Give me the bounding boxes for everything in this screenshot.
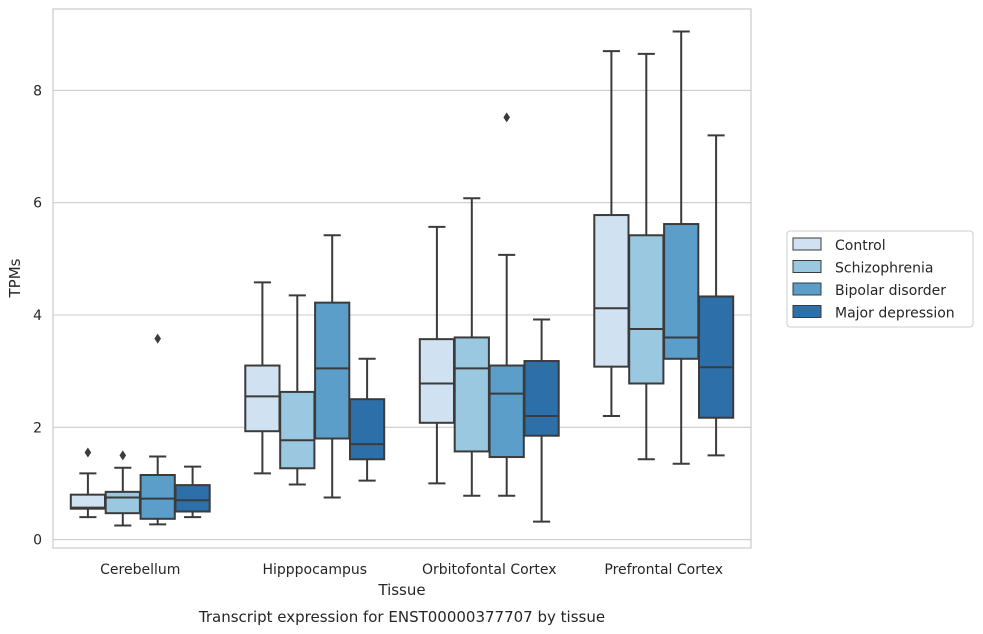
y-tick-label: 2 xyxy=(33,420,42,436)
x-tick-label: Hipppocampus xyxy=(262,562,367,578)
box-iqr xyxy=(244,364,281,433)
box-iqr xyxy=(139,474,176,520)
outlier-point xyxy=(119,450,127,461)
box-1-1 xyxy=(279,294,316,486)
x-tick-label: Prefrontal Cortex xyxy=(604,562,723,578)
y-tick-label: 0 xyxy=(33,533,42,549)
legend-swatch xyxy=(792,305,822,318)
box-iqr xyxy=(314,301,351,440)
box-1-3 xyxy=(348,357,386,482)
box-iqr xyxy=(697,295,735,419)
box-2-2 xyxy=(488,112,525,497)
box-3-1 xyxy=(628,52,665,461)
y-tick-label: 4 xyxy=(33,308,42,324)
outlier-point xyxy=(84,447,92,458)
legend-label: Control xyxy=(835,238,886,254)
legend-label: Major depression xyxy=(835,306,955,322)
legend-swatch xyxy=(792,260,822,273)
box-iqr xyxy=(348,398,386,461)
x-tick-labels: Cerebellum Hipppocampus Orbitofontal Corte… xyxy=(100,562,723,578)
legend-label: Bipolar disorder xyxy=(835,283,946,299)
box-iqr xyxy=(104,490,141,515)
y-tick-labels: 0 2 4 6 8 xyxy=(33,83,42,548)
box-3-0 xyxy=(593,50,630,418)
boxes xyxy=(69,30,735,527)
box-0-0 xyxy=(69,447,107,519)
box-0-3 xyxy=(174,465,211,519)
x-axis-label: Tissue xyxy=(377,581,425,599)
legend-label: Schizophrenia xyxy=(835,261,933,277)
box-3-2 xyxy=(663,30,700,465)
outlier-point xyxy=(503,112,510,123)
box-iqr xyxy=(593,214,630,368)
outlier-point xyxy=(154,333,161,344)
chart-caption: Transcript expression for ENST0000037770… xyxy=(198,608,605,626)
box-iqr xyxy=(628,234,665,385)
box-0-1 xyxy=(104,450,141,527)
plot-frame xyxy=(52,8,752,549)
y-axis-label: TPMs xyxy=(6,258,24,298)
box-2-1 xyxy=(453,197,490,497)
y-tick-label: 6 xyxy=(33,196,42,212)
legend-items: Control Schizophrenia Bipolar disorder Majo… xyxy=(792,237,955,322)
box-iqr xyxy=(488,364,525,459)
legend-frame xyxy=(786,230,974,328)
box-iqr xyxy=(523,360,560,437)
gridlines xyxy=(53,89,751,541)
box-iqr xyxy=(279,390,316,470)
box-iqr xyxy=(174,484,211,513)
box-iqr xyxy=(663,223,700,360)
box-3-3 xyxy=(697,134,735,457)
box-iqr xyxy=(453,336,490,453)
legend-swatch xyxy=(792,282,822,296)
box-1-0 xyxy=(244,281,281,475)
box-2-0 xyxy=(418,225,456,485)
x-tick-label: Cerebellum xyxy=(100,562,180,578)
y-tick-label: 8 xyxy=(33,83,42,99)
box-1-2 xyxy=(314,234,351,499)
legend-swatch xyxy=(792,237,822,251)
box-2-3 xyxy=(523,318,560,523)
x-tick-label: Orbitofontal Cortex xyxy=(422,562,557,578)
box-iqr xyxy=(418,338,456,424)
box-0-2 xyxy=(139,333,176,526)
legend: Control Schizophrenia Bipolar disorder Majo… xyxy=(786,230,974,328)
